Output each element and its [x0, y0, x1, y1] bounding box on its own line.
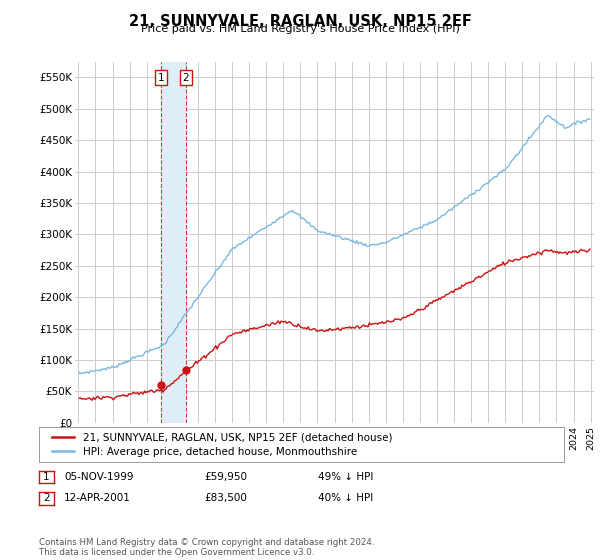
Text: Contains HM Land Registry data © Crown copyright and database right 2024.
This d: Contains HM Land Registry data © Crown c… — [39, 538, 374, 557]
Text: £59,950: £59,950 — [204, 472, 247, 482]
Bar — [161, 62, 185, 423]
Text: £83,500: £83,500 — [204, 493, 247, 503]
Legend: 21, SUNNYVALE, RAGLAN, USK, NP15 2EF (detached house), HPI: Average price, detac: 21, SUNNYVALE, RAGLAN, USK, NP15 2EF (de… — [49, 429, 395, 460]
Text: 12-APR-2001: 12-APR-2001 — [64, 493, 131, 503]
Text: 1: 1 — [43, 472, 50, 482]
Text: 05-NOV-1999: 05-NOV-1999 — [64, 472, 134, 482]
Text: Price paid vs. HM Land Registry's House Price Index (HPI): Price paid vs. HM Land Registry's House … — [140, 24, 460, 34]
Text: 2: 2 — [43, 493, 50, 503]
Text: 21, SUNNYVALE, RAGLAN, USK, NP15 2EF: 21, SUNNYVALE, RAGLAN, USK, NP15 2EF — [128, 14, 472, 29]
Text: 49% ↓ HPI: 49% ↓ HPI — [318, 472, 373, 482]
Text: 40% ↓ HPI: 40% ↓ HPI — [318, 493, 373, 503]
Text: 2: 2 — [182, 73, 189, 83]
Text: 1: 1 — [158, 73, 164, 83]
